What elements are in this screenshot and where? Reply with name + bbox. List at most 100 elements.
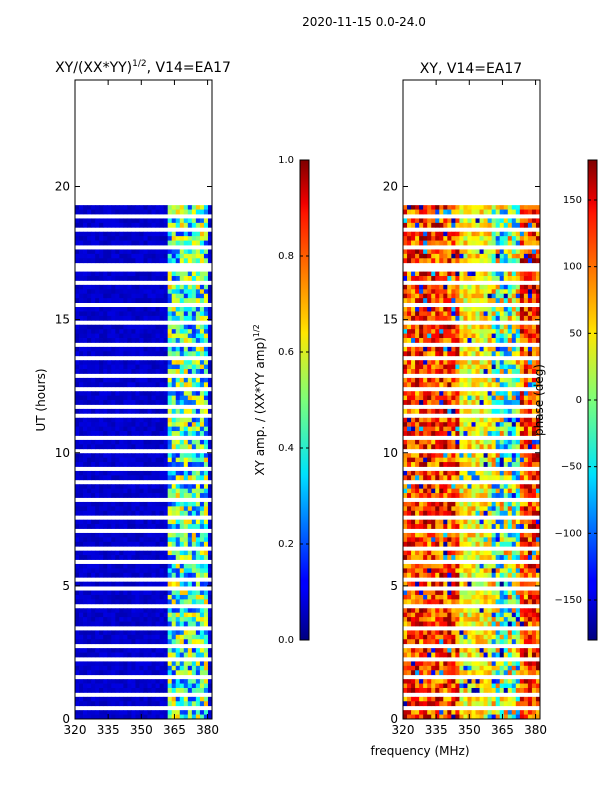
heatL-cell [199, 253, 205, 259]
heatR-cell [451, 408, 456, 414]
heatL-cell [199, 537, 205, 543]
heatL-cell [91, 218, 96, 224]
heatL-cell [143, 687, 148, 693]
heatL-cell [83, 701, 88, 707]
heatR-cell [439, 329, 444, 334]
heatL-cell [147, 506, 152, 512]
heatL-cell [187, 360, 193, 366]
heatR-cell [443, 236, 448, 241]
heatR-cell [435, 218, 440, 224]
heatR-cell [475, 209, 480, 215]
heatL-cell [123, 652, 128, 658]
heatR-cell [439, 457, 444, 463]
heatL-cell [75, 382, 80, 388]
heatR-cell [483, 484, 489, 490]
heatL-cell [187, 621, 193, 627]
heatR-cell [511, 338, 517, 343]
heatL-cell [175, 276, 181, 281]
heatR-cell [427, 249, 432, 255]
heatL-cell [83, 209, 88, 215]
heatR-cell [487, 488, 493, 494]
heatL-cell [151, 572, 156, 578]
heatR-cell [423, 453, 428, 459]
heatL-cell [115, 555, 120, 560]
heatR-cell [487, 572, 493, 578]
heatR-cell [403, 205, 408, 210]
heatR-cell [427, 240, 432, 246]
heatL-cell [187, 382, 193, 388]
heatL-cell [83, 444, 88, 450]
heatL-cell [147, 391, 152, 397]
heatL-cell [75, 417, 80, 423]
heatL-cell [79, 714, 84, 719]
heatL-cell [83, 501, 88, 507]
heatL-cell [103, 289, 108, 295]
heatL-cell [155, 400, 161, 405]
heatR-cell [467, 395, 472, 401]
heatR-cell [455, 249, 460, 255]
heatL-cell [123, 670, 128, 676]
heatR-cell [519, 501, 525, 507]
heatL-cell [135, 572, 140, 578]
heatL-cell [107, 298, 112, 303]
heatL-cell [95, 652, 100, 658]
heatL-cell [159, 258, 165, 264]
heatL-cell [95, 621, 100, 627]
heatL-cell [127, 444, 132, 450]
heatL-cell [123, 572, 128, 578]
heatR-cell [495, 231, 501, 237]
heatL-cell [111, 351, 116, 357]
heatR-cell [531, 324, 537, 330]
heatL-cell [103, 329, 108, 334]
heatR-cell [531, 501, 537, 507]
heatL-cell [167, 338, 173, 343]
heatL-cell [103, 563, 108, 569]
heatR-cell [423, 258, 428, 264]
heatR-cell [423, 315, 428, 321]
heatL-cell [171, 475, 177, 481]
heatR-cell [503, 284, 509, 290]
heatL-cell [179, 311, 185, 317]
heatR-cell [419, 568, 424, 574]
heatL-cell [151, 298, 156, 303]
heatR-cell [411, 333, 416, 339]
heatR-cell [491, 457, 497, 463]
heatL-cell [199, 524, 205, 529]
heatR-cell [491, 524, 497, 529]
heatR-cell [519, 289, 525, 295]
heatL-cell [115, 710, 120, 715]
heatL-cell [167, 324, 173, 330]
heatR-cell [519, 453, 525, 459]
heatL-cell [187, 338, 193, 343]
heatR-cell [459, 391, 464, 397]
heatL-cell [171, 209, 177, 215]
heatR-cell [455, 395, 460, 401]
heatL-cell [195, 537, 201, 543]
heatL-cell [99, 670, 104, 676]
heatL-cell [207, 701, 212, 707]
heatR-cell [451, 391, 456, 397]
heatL-cell [91, 253, 96, 259]
heatR-cell [435, 493, 440, 498]
heatL-cell [191, 590, 197, 596]
heatR-cell [503, 493, 509, 498]
heatL-cell [83, 493, 88, 498]
heatL-cell [91, 617, 96, 622]
heatL-cell [119, 510, 124, 516]
heatL-cell [151, 253, 156, 259]
amplitude-colorbar-label: XY amp. / (XX*YY amp)1/2 [252, 324, 267, 475]
heatR-cell [407, 541, 412, 547]
heatL-cell [139, 315, 144, 321]
heatL-cell [203, 209, 209, 215]
heatR-cell [487, 284, 493, 290]
heatL-cell [107, 311, 112, 317]
heatR-cell [475, 276, 480, 281]
heatR-cell [451, 253, 456, 259]
heatR-cell [535, 475, 540, 481]
heatR-cell [499, 462, 505, 467]
heatR-cell [479, 324, 484, 330]
heatL-cell [79, 333, 84, 339]
heatL-cell [139, 276, 144, 281]
heatL-cell [131, 307, 136, 312]
heatL-cell [131, 696, 136, 702]
